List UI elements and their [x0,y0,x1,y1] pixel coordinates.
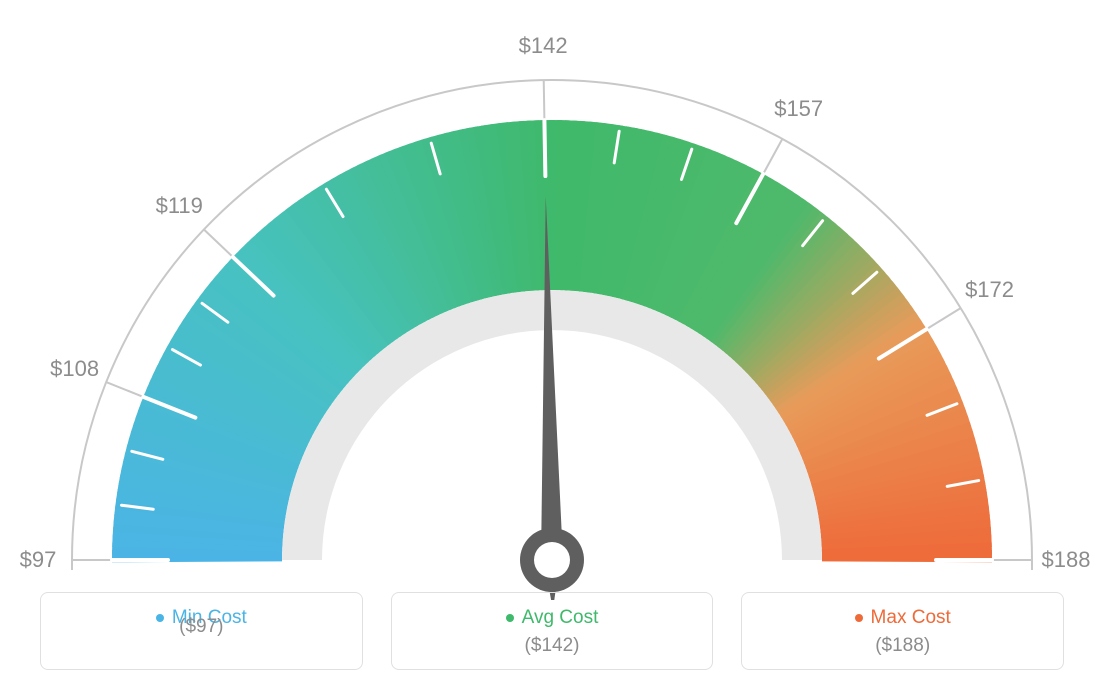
gauge-major-tick-ext [544,80,545,120]
legend-row: Min Cost ($97) Avg Cost ($142) Max Cost … [0,592,1104,670]
legend-value-min-text: ($97) [51,616,352,638]
legend-dot-max [855,614,863,622]
legend-card-max: Max Cost ($188) [741,592,1064,670]
gauge-tick-label: $172 [965,277,1014,303]
legend-card-avg: Avg Cost ($142) [391,592,714,670]
gauge-tick-label: $119 [156,193,203,219]
gauge-major-tick-ext [927,308,961,329]
legend-dot-avg [506,614,514,622]
legend-card-min: Min Cost ($97) [40,592,363,670]
legend-title-row: Max Cost [752,607,1053,629]
legend-value-max: ($188) [752,635,1053,657]
gauge-tick-label: $97 [20,547,57,573]
gauge-tick-label: $142 [519,33,568,59]
legend-title-row: Avg Cost [402,607,703,629]
gauge-svg [0,0,1104,600]
gauge-tick-label: $157 [774,96,823,122]
gauge-major-tick-ext [763,139,782,174]
gauge-hub-inner [534,542,570,578]
legend-dot-min [156,614,164,622]
gauge-tick-label: $108 [50,356,99,382]
gauge-chart: $97 $108 $119 $142 $157 $172 $188 [0,0,1104,580]
gauge-tick-label: $188 [1042,547,1091,573]
chart-container: $97 $108 $119 $142 $157 $172 $188 Min Cost ($9… [0,0,1104,690]
legend-title-avg: Avg Cost [522,607,599,629]
legend-title-max: Max Cost [871,607,951,629]
legend-value-avg: ($142) [402,635,703,657]
gauge-major-tick-ext [106,382,143,397]
gauge-major-tick [544,120,545,176]
gauge-major-tick-ext [204,229,233,257]
